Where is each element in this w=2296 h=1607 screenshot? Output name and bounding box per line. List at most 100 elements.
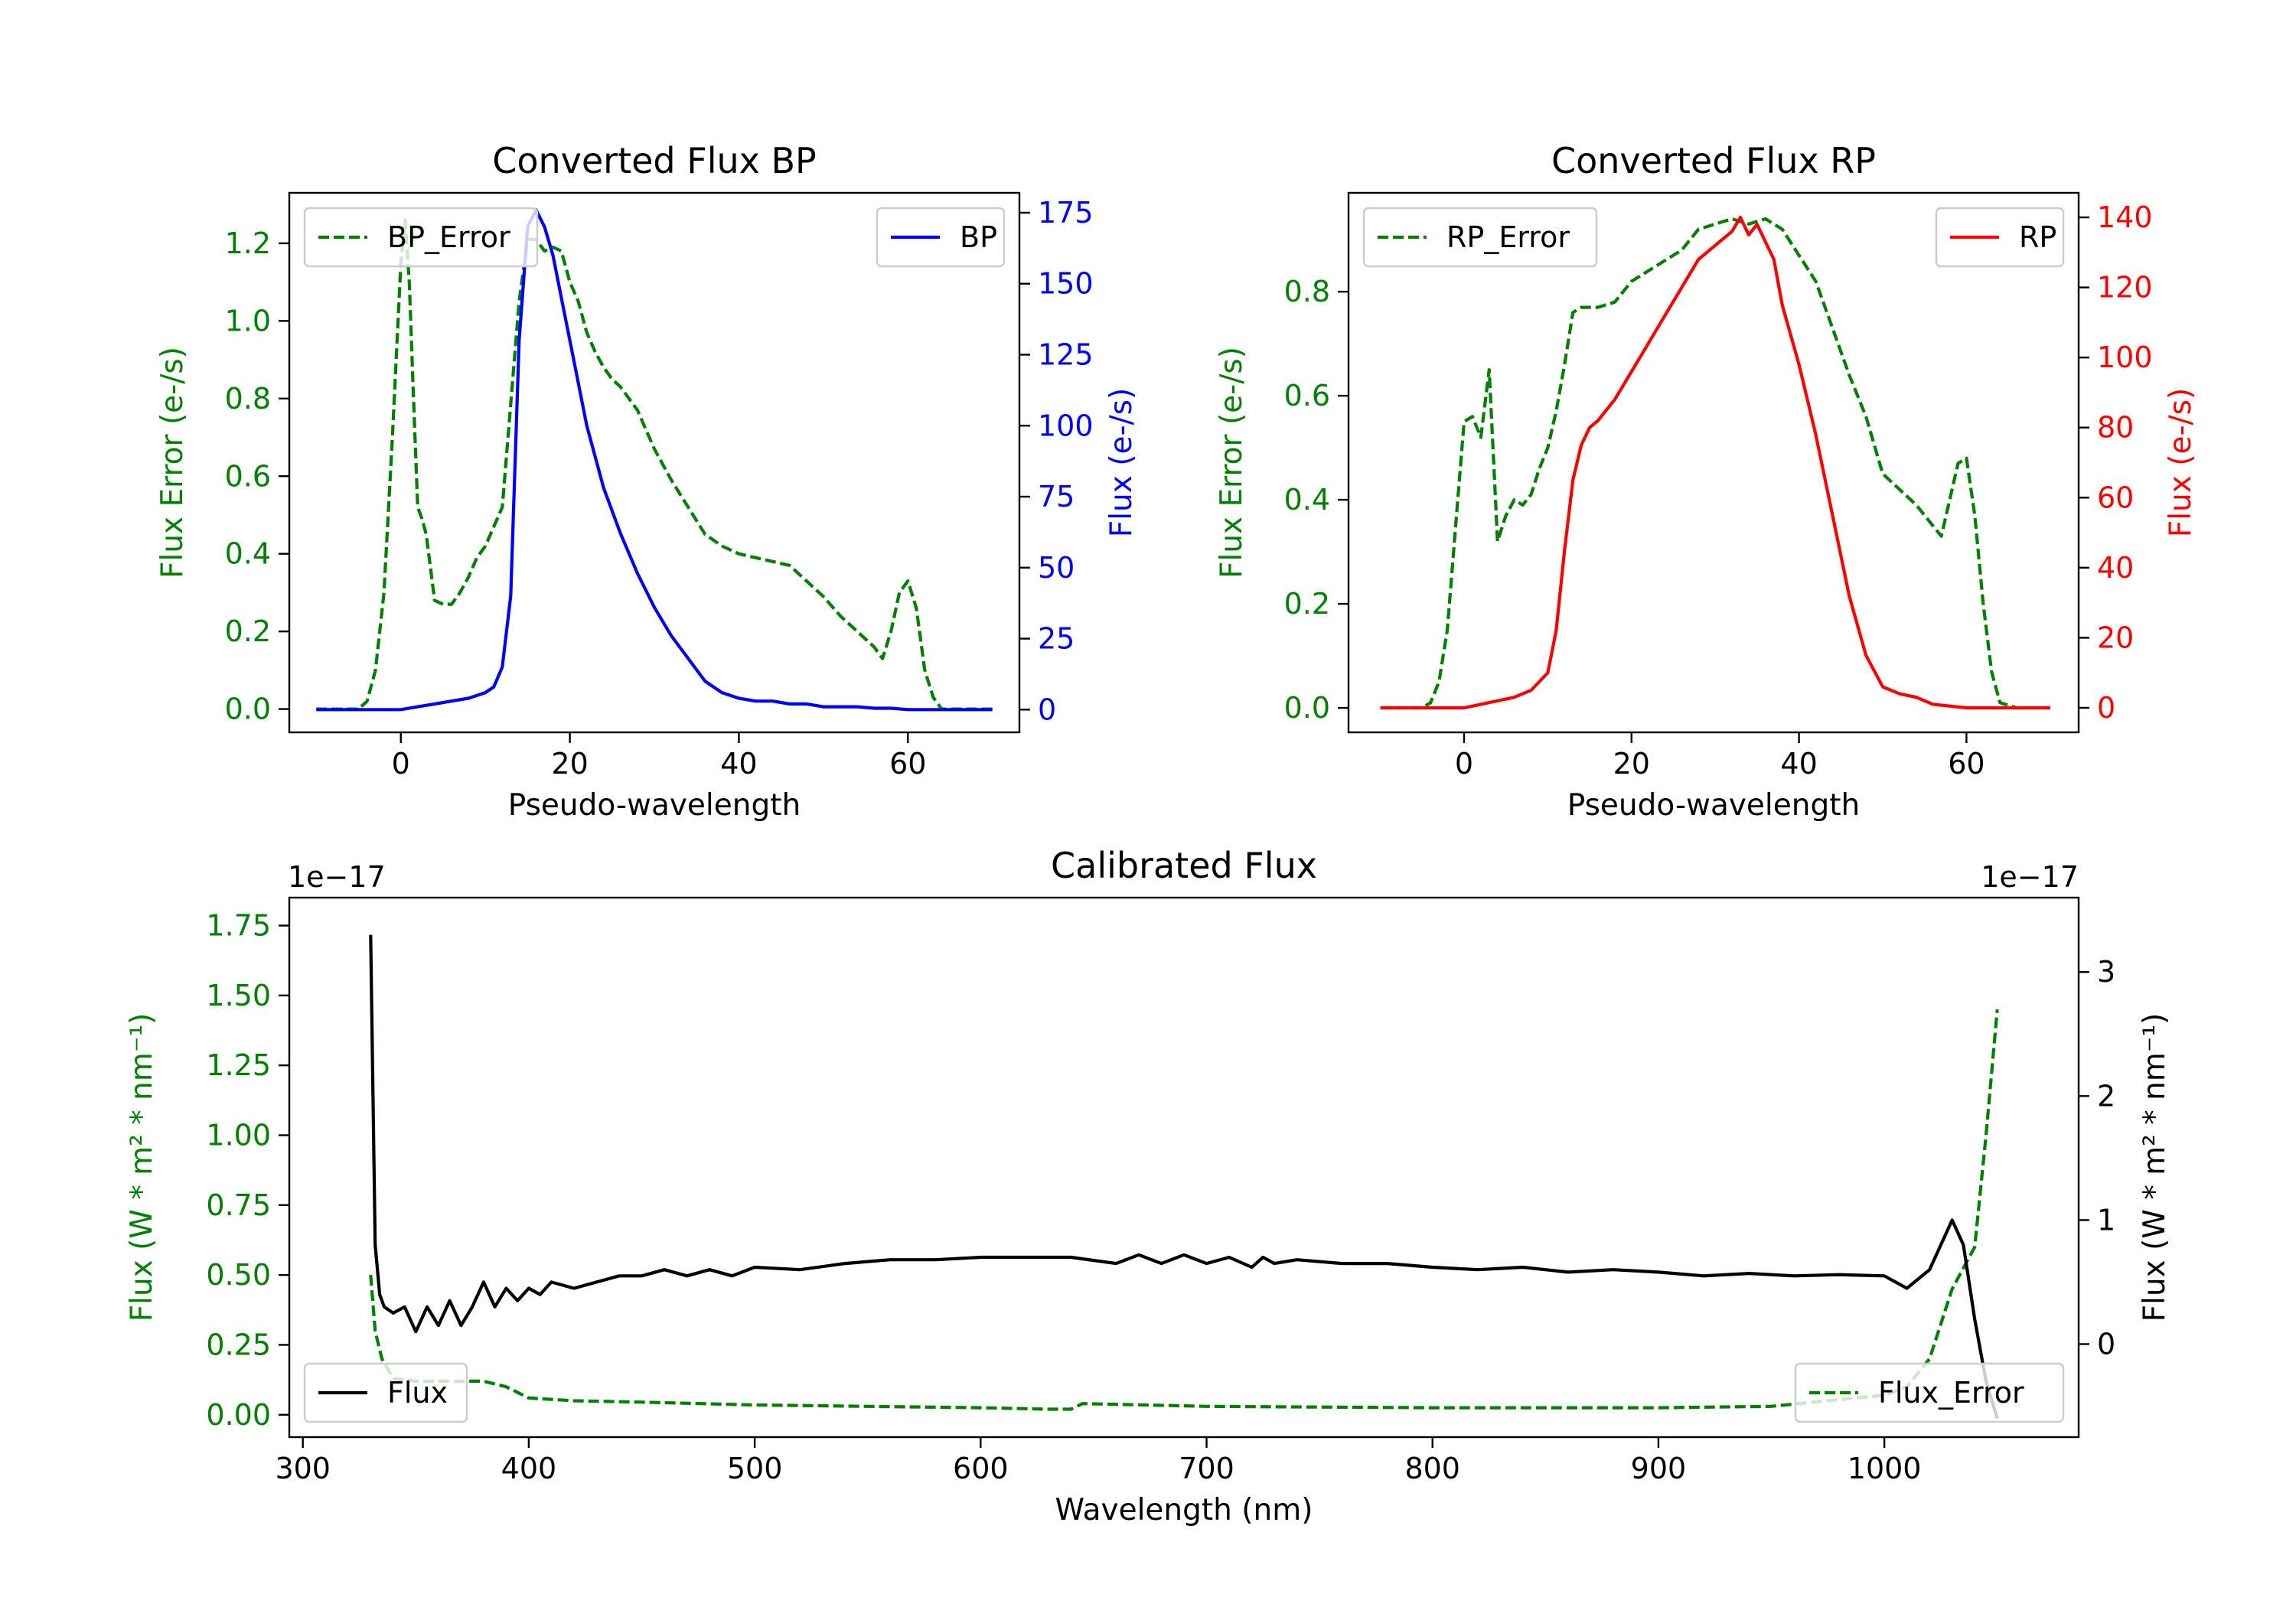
right-y-tick-label: 60 xyxy=(2097,481,2134,514)
x-tick-label: 40 xyxy=(720,747,757,781)
x-tick-label: 0 xyxy=(1455,747,1473,781)
x-tick-label: 20 xyxy=(1613,747,1650,781)
x-tick-label: 1000 xyxy=(1848,1452,1922,1485)
x-tick-label: 300 xyxy=(275,1452,331,1485)
left-y-tick-label: 1.50 xyxy=(206,979,271,1012)
left-y-tick-label: 1.25 xyxy=(206,1048,271,1082)
series-group xyxy=(1380,215,2050,710)
right-y-tick-label: 1 xyxy=(2097,1203,2115,1237)
series-line-rp xyxy=(1380,215,2050,710)
legend-box xyxy=(1794,1362,2065,1423)
left-y-tick-label: 0.50 xyxy=(206,1258,271,1292)
x-tick-label: 500 xyxy=(727,1452,783,1485)
left-y-tick-label: 0.6 xyxy=(225,459,271,493)
right-y-tick-label: 50 xyxy=(1038,551,1075,585)
left-y-tick-label: 0.6 xyxy=(1284,379,1330,412)
x-tick-label: 60 xyxy=(1948,747,1985,781)
right-y-tick-label: 175 xyxy=(1038,196,1094,230)
chart-title: Calibrated Flux xyxy=(1051,845,1317,886)
axes-frame xyxy=(288,191,1021,734)
legend-box xyxy=(1362,207,1598,268)
left-y-tick-label: 0.75 xyxy=(206,1188,271,1222)
legend-label: Flux_Error xyxy=(1878,1376,2024,1410)
right-y-axis-label: Flux (e-/s) xyxy=(2164,388,2198,537)
left-y-tick-label: 1.00 xyxy=(206,1118,271,1152)
right-y-axis-label: Flux (e-/s) xyxy=(1104,388,1139,537)
rp-flux-panel: 0 20 40 60 Pseudo-wavelength 0.0 0.2 0.4 0.6 0.8 F… xyxy=(1215,140,2198,823)
x-axis-label: Wavelength (nm) xyxy=(1055,1493,1313,1527)
legend-flux-error: Flux_Error xyxy=(1794,1362,2065,1423)
x-tick-label: 60 xyxy=(889,747,926,781)
left-y-tick-label: 1.2 xyxy=(225,227,271,260)
left-y-tick-label: 0.2 xyxy=(1284,587,1330,621)
left-y-tick-label: 0.25 xyxy=(206,1328,271,1361)
x-tick-label: 900 xyxy=(1631,1452,1687,1485)
right-y-tick-label: 100 xyxy=(2097,341,2153,374)
x-tick-label: 700 xyxy=(1179,1452,1234,1485)
left-y-axis-label: Flux Error (e-/s) xyxy=(155,347,190,579)
left-y-tick-label: 0.8 xyxy=(1284,275,1330,308)
right-y-tick-label: 3 xyxy=(2097,955,2115,989)
x-tick-label: 20 xyxy=(551,747,588,781)
left-y-tick-label: 0.00 xyxy=(206,1398,271,1432)
legend-label: RP xyxy=(2019,220,2056,254)
right-y-axis-label: Flux (W * m² * nm⁻¹) xyxy=(2138,1013,2172,1322)
legend-label: BP xyxy=(960,220,997,254)
right-y-tick-label: 0 xyxy=(2097,691,2115,725)
x-tick-label: 600 xyxy=(953,1452,1009,1485)
series-line-flux xyxy=(369,934,1999,1420)
right-y-tick-label: 75 xyxy=(1038,480,1075,513)
x-tick-label: 40 xyxy=(1780,747,1817,781)
x-axis-label: Pseudo-wavelength xyxy=(1567,788,1860,823)
legend-box xyxy=(303,1362,468,1423)
right-y-tick-label: 40 xyxy=(2097,551,2134,585)
right-y-tick-label: 150 xyxy=(1038,267,1094,301)
left-y-tick-label: 0.8 xyxy=(225,382,271,416)
axes-frame xyxy=(288,896,2080,1439)
right-y-tick-label: 25 xyxy=(1038,622,1075,656)
x-tick-label: 0 xyxy=(392,747,410,781)
x-axis-label: Pseudo-wavelength xyxy=(508,788,801,823)
series-line-rp-error xyxy=(1380,217,2050,710)
left-y-tick-label: 1.75 xyxy=(206,909,271,943)
legend-flux: Flux xyxy=(303,1362,468,1423)
left-y-axis-label: Flux Error (e-/s) xyxy=(1215,347,1249,579)
right-offset-text: 1e−17 xyxy=(1981,860,2079,894)
left-y-tick-label: 0.4 xyxy=(1284,483,1330,517)
right-y-tick-label: 20 xyxy=(2097,621,2134,654)
legend-box xyxy=(1935,207,2065,268)
calibrated-flux-panel: 300 400 500 600 700 800 900 1000 Wavelength (nm)… xyxy=(125,845,2172,1527)
right-y-tick-label: 120 xyxy=(2097,271,2153,305)
right-y-tick-label: 80 xyxy=(2097,411,2134,445)
axes-frame xyxy=(1347,191,2080,734)
x-tick-label: 800 xyxy=(1404,1452,1460,1485)
left-offset-text: 1e−17 xyxy=(288,860,386,894)
left-y-tick-label: 0.0 xyxy=(225,693,271,726)
left-y-tick-label: 0.0 xyxy=(1284,691,1330,725)
right-y-tick-label: 2 xyxy=(2097,1079,2115,1113)
right-y-tick-label: 140 xyxy=(2097,200,2153,234)
left-y-tick-label: 0.2 xyxy=(225,614,271,648)
right-y-tick-label: 125 xyxy=(1038,338,1094,372)
chart-title: Converted Flux RP xyxy=(1551,140,1876,181)
right-y-tick-label: 0 xyxy=(2097,1327,2115,1361)
legend-bp-error: BP_Error xyxy=(303,207,539,268)
right-y-tick-label: 0 xyxy=(1038,693,1056,726)
legend-box xyxy=(876,207,1006,268)
left-y-tick-label: 1.0 xyxy=(225,304,271,337)
series-line-bp xyxy=(316,208,993,712)
legend-label: BP_Error xyxy=(387,220,510,254)
left-y-tick-label: 0.4 xyxy=(225,537,271,571)
legend-label: Flux xyxy=(387,1376,448,1410)
legend-bp: BP xyxy=(876,207,1006,268)
legend-box xyxy=(303,207,539,268)
legend-rp-error: RP_Error xyxy=(1362,207,1598,268)
series-group xyxy=(316,208,993,712)
series-line-bp-error xyxy=(316,218,993,711)
bp-flux-panel: 0 20 40 60 Pseudo-wavelength 0.0 0.2 0.4 0.6 0.8 1… xyxy=(155,140,1139,823)
chart-title: Converted Flux BP xyxy=(492,140,817,181)
right-y-tick-label: 100 xyxy=(1038,409,1094,442)
x-tick-label: 400 xyxy=(501,1452,557,1485)
legend-label: RP_Error xyxy=(1446,220,1570,254)
